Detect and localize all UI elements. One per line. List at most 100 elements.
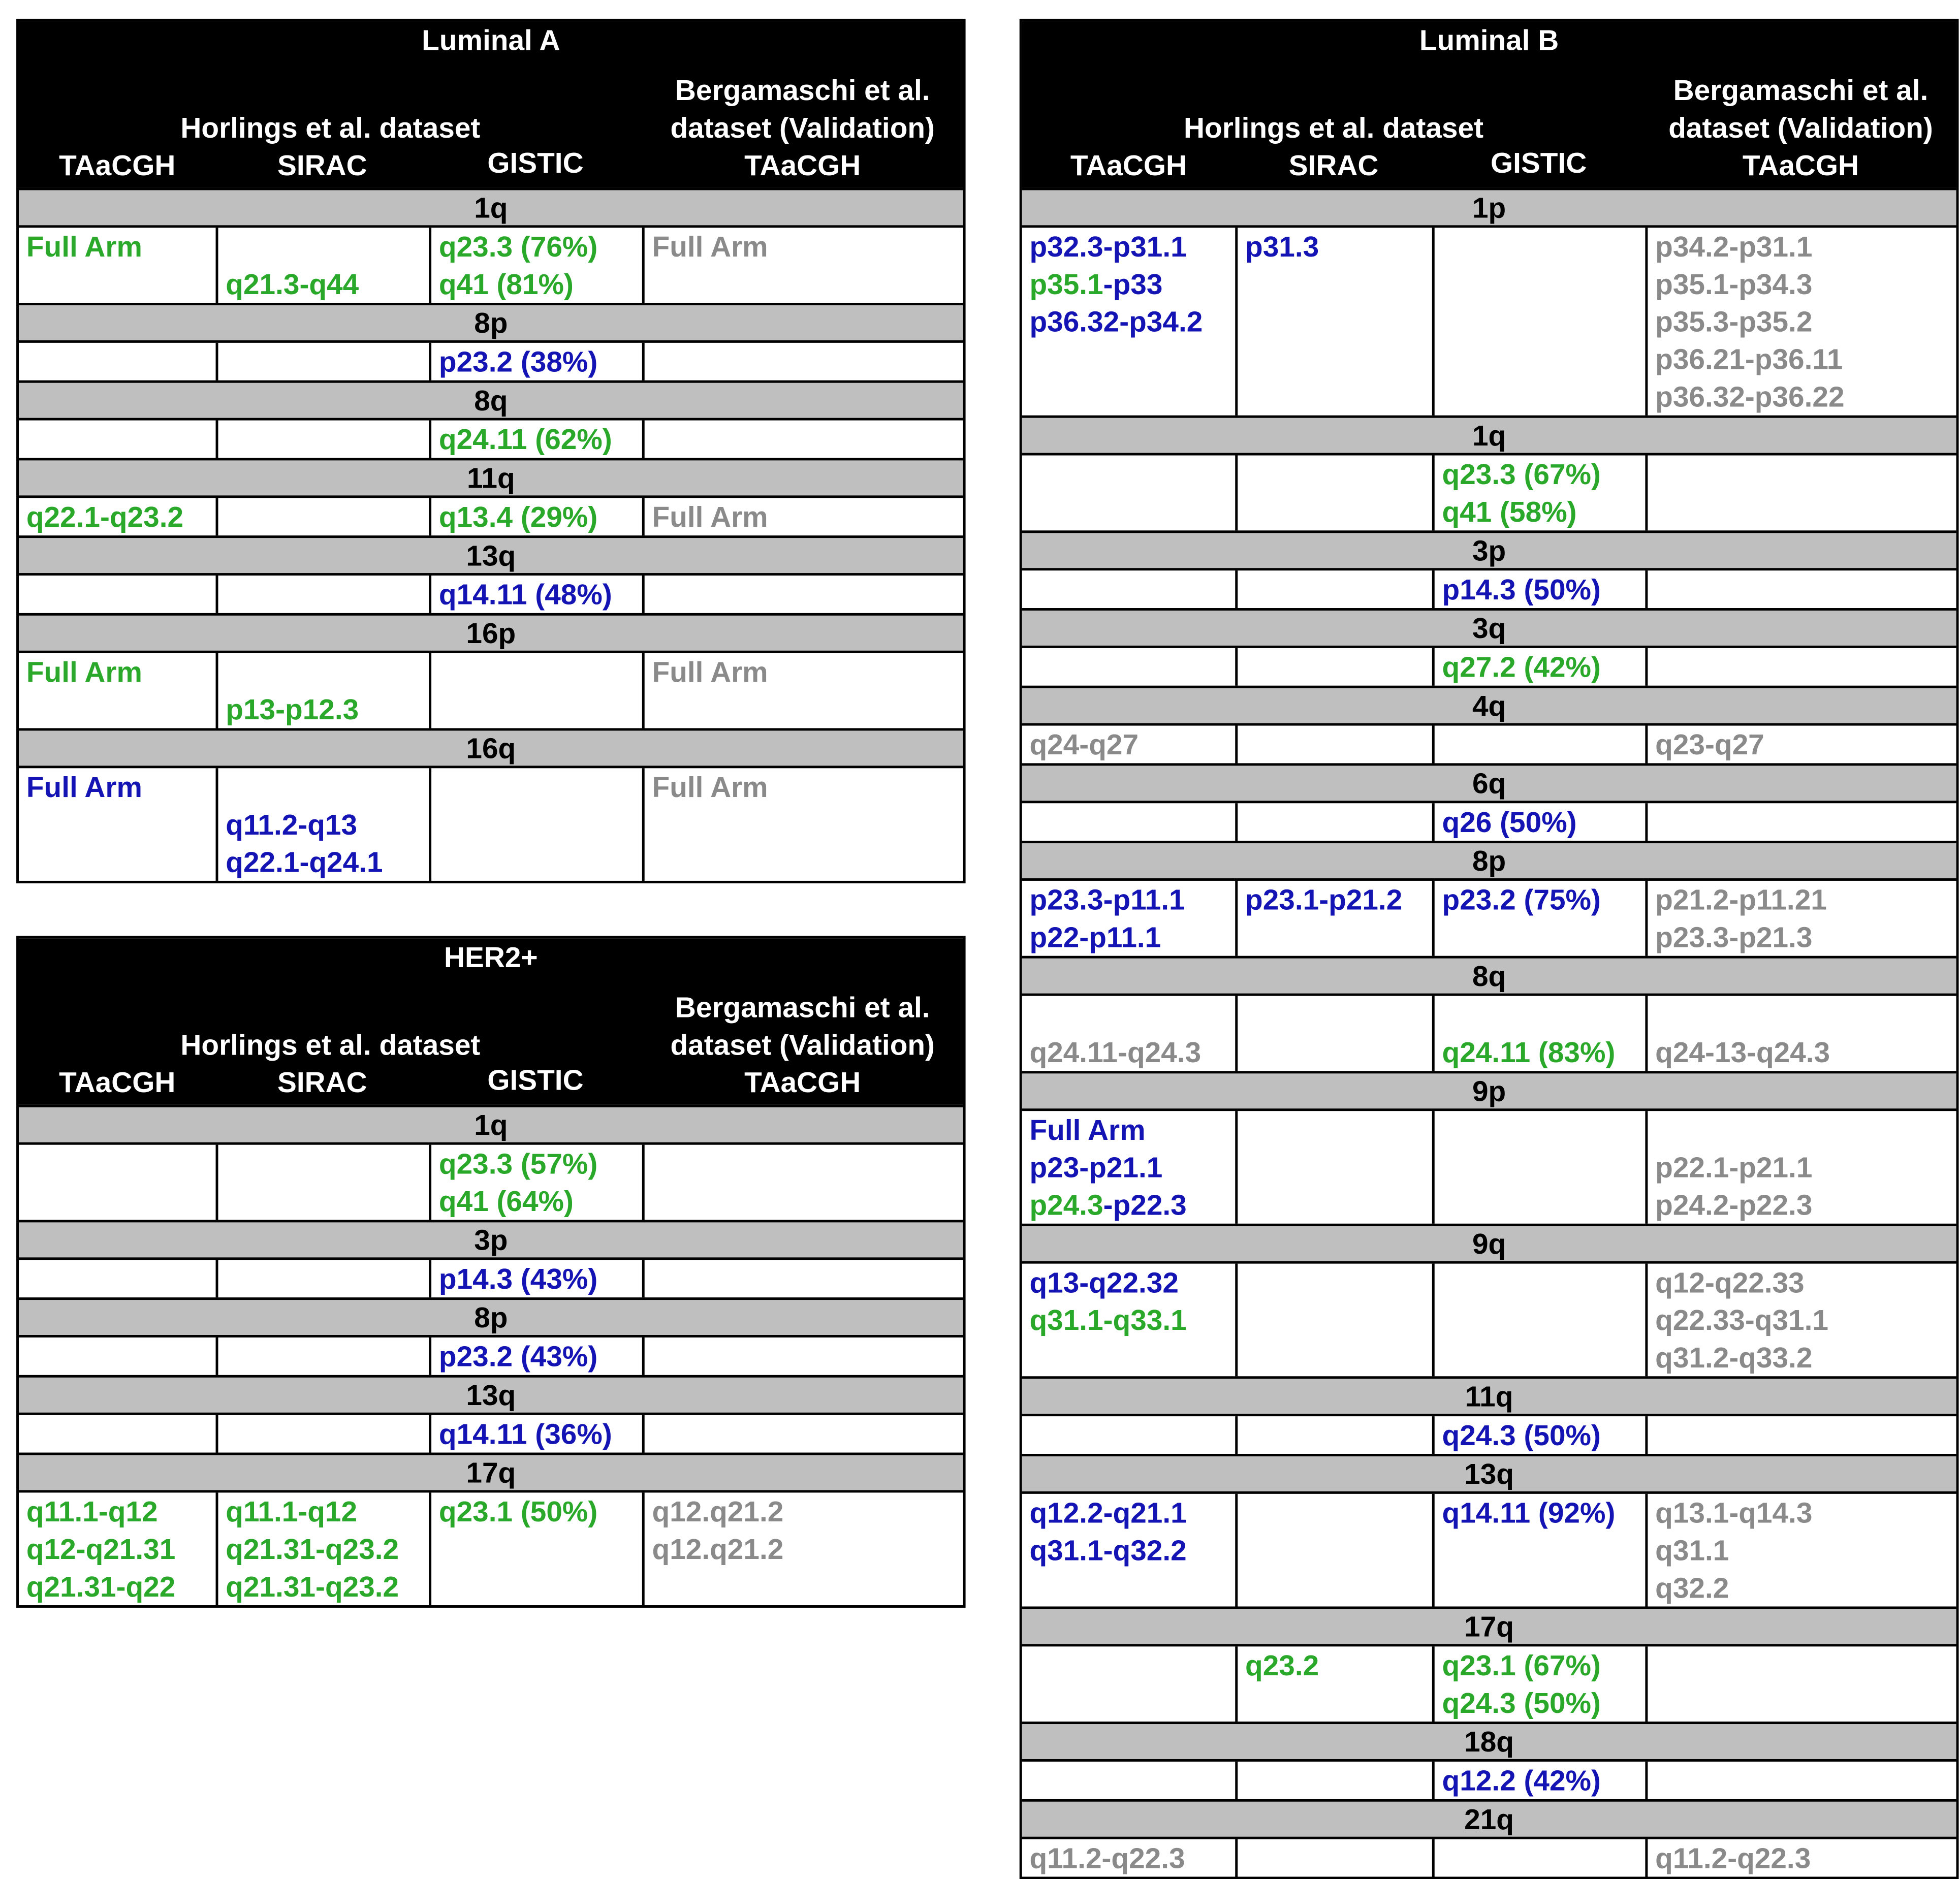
data-row: q27.2 (42%): [1022, 645, 1956, 686]
cell: [642, 342, 963, 380]
region-text: q21.31-q23.2: [226, 1570, 399, 1603]
cell: [19, 1260, 216, 1297]
cell: Full Arm: [642, 498, 963, 536]
region-text: q13.1-q14.3: [1655, 1496, 1813, 1529]
column-header: GISTIC: [487, 1063, 584, 1096]
cell: q23.3 (57%) q41 (64%): [429, 1144, 642, 1220]
column-header: TAaCGH: [59, 1066, 176, 1099]
cell: q23-q27: [1645, 725, 1956, 763]
cell: q14.11 (48%): [429, 575, 642, 613]
data-row: p23.3-p11.1 p22-p11.1 p23.1-p21.2 p23.2 (75…: [1022, 878, 1956, 956]
cell-line: q23.1 (50%): [439, 1492, 635, 1530]
region-text: q41 (58%): [1442, 495, 1577, 528]
arm-label: 18q: [1022, 1722, 1956, 1759]
cell-line: q21.3-q44: [226, 265, 421, 303]
cell-line: q12.q21.2: [652, 1530, 956, 1568]
cell: [19, 1337, 216, 1375]
cell: [19, 421, 216, 458]
region-text: q22.1-q23.2: [26, 500, 184, 533]
cell: [642, 1260, 963, 1298]
region-text: q12.q21.2: [652, 1533, 784, 1566]
cell-line: q12.2 (42%): [1442, 1762, 1638, 1799]
cell-line: p14.3 (43%): [439, 1260, 635, 1297]
cell: q13.4 (29%): [429, 498, 642, 536]
data-row: q23.3 (57%) q41 (64%): [19, 1142, 963, 1220]
region-text: q13.4 (29%): [438, 500, 598, 533]
cell: p34.2-p31.1 p35.1-p34.3 p35.3-p35.2 p36.21-…: [1645, 228, 1956, 416]
cell: [1022, 1646, 1236, 1722]
cell: [215, 575, 429, 613]
cell-line: q26 (50%): [1442, 803, 1638, 841]
cell: q12-q22.33 q22.33-q31.1 q31.2-q33.2: [1645, 1263, 1956, 1377]
column-header: TAaCGH: [59, 149, 176, 182]
cell-line: p22-p11.1: [1029, 918, 1227, 956]
cell-line: [1655, 996, 1949, 1034]
cell-line: [226, 768, 421, 806]
cell: Full Arm: [642, 653, 963, 728]
region-text: p23.3-p21.3: [1655, 920, 1813, 953]
data-row: q13-q22.32 q31.1-q33.1 q12-q22.33 q22.33-q3…: [1022, 1261, 1956, 1377]
region-text: q31.2-q33.2: [1655, 1341, 1813, 1374]
arm-label: 8p: [1022, 841, 1956, 879]
region-text: p23.2 (38%): [438, 345, 598, 378]
cell-line: q12-q21.31: [26, 1530, 208, 1568]
region-text: Full Arm: [26, 655, 142, 688]
cell: [642, 1144, 963, 1220]
data-row: q11.2-q22.3 q11.2-q22.3: [1022, 1836, 1956, 1877]
cell: [1022, 1762, 1236, 1799]
data-row: q24.11-q24.3 q24.11 (83%) q24-13-q24.3: [1022, 993, 1956, 1071]
arm-label: 9p: [1022, 1071, 1956, 1109]
cell: q14.11 (92%): [1432, 1493, 1646, 1607]
arm-label: 13q: [19, 1375, 963, 1413]
data-row: q24.11 (62%): [19, 418, 963, 458]
cell-line: Full Arm: [26, 228, 208, 265]
data-row: q24-q27 q23-q27: [1022, 723, 1956, 763]
cell-line: p21.2-p11.21: [1655, 881, 1949, 918]
region-text: q11.2-q22.3: [1029, 1841, 1185, 1874]
cell-line: p31.3: [1245, 228, 1425, 265]
column-header: SIRAC: [277, 1066, 367, 1099]
arm-label: 16p: [19, 613, 963, 651]
data-row: Full Arm p23-p21.1 p24.3-p22.3 p22.1-p21.1 p…: [1022, 1108, 1956, 1224]
data-row: q11.1-q12 q12-q21.31 q21.31-q22 q11.1-q12 q2…: [19, 1490, 963, 1606]
cell-line: p13-p12.3: [226, 691, 421, 728]
cell-line: q31.1: [1655, 1532, 1949, 1569]
cell: [1022, 1416, 1236, 1454]
cell-line: p23.3-p11.1: [1029, 881, 1227, 918]
data-row: p23.2 (38%): [19, 340, 963, 380]
cell: p23.3-p11.1 p22-p11.1: [1022, 881, 1236, 956]
data-row: p14.3 (50%): [1022, 568, 1956, 609]
arm-label: 8q: [19, 380, 963, 418]
data-row: q14.11 (36%): [19, 1412, 963, 1453]
cell: [1235, 1111, 1432, 1224]
cell: q11.2-q13 q22.1-q24.1: [215, 768, 429, 881]
cell-line: q14.11 (48%): [439, 576, 635, 613]
region-text: q11.1-q12: [26, 1495, 158, 1528]
cell: Full Arm: [19, 768, 216, 881]
cell: p31.3: [1235, 228, 1432, 416]
cell-line: q41 (64%): [439, 1183, 635, 1220]
cell: q24.11 (62%): [429, 420, 642, 458]
region-text: q21.31-q22: [26, 1570, 176, 1603]
cell: [1645, 455, 1956, 531]
arm-label: 1q: [19, 1104, 963, 1142]
arm-label: 3p: [19, 1220, 963, 1258]
cell: [1022, 803, 1236, 841]
cell: [429, 768, 642, 881]
region-text: p14.3 (50%): [1442, 573, 1601, 606]
region-text: -p22.3: [1103, 1188, 1187, 1221]
cell: q26 (50%): [1432, 803, 1646, 841]
region-text: p23.1-p21.2: [1245, 883, 1403, 916]
region-text: q23.3 (57%): [438, 1147, 598, 1180]
data-row: q14.11 (48%): [19, 573, 963, 613]
cell-line: Full Arm: [1029, 1111, 1227, 1149]
cell-line: [1655, 1111, 1949, 1149]
region-text: q23-q27: [1655, 728, 1764, 761]
cell: [1645, 570, 1956, 609]
region-text: q11.2-q22.3: [1655, 1841, 1811, 1874]
cell: [1432, 725, 1646, 763]
region-text: p13-p12.3: [226, 693, 359, 726]
cell: Full Arm: [642, 228, 963, 303]
cell: q24.11 (83%): [1432, 996, 1646, 1071]
cell: [1432, 1263, 1646, 1377]
